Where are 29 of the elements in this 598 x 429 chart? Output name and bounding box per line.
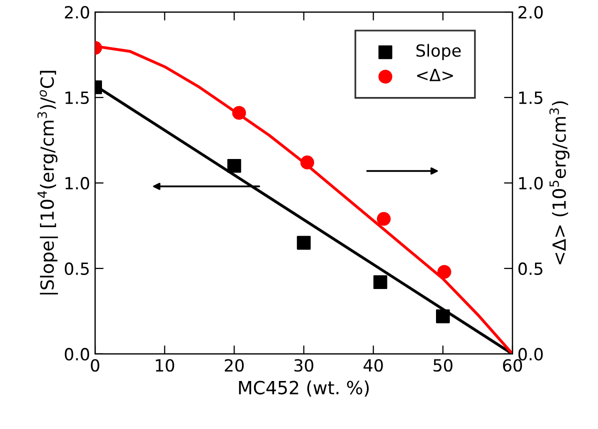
y-tick-label: 0.5 — [64, 262, 89, 276]
y2-tick-label: 2.0 — [518, 6, 543, 19]
point — [300, 156, 314, 170]
point — [436, 309, 450, 324]
y2-tick-label: 1.5 — [519, 92, 542, 104]
y-tick-label: 1.0 — [66, 176, 90, 190]
y-tick-label: 2.0 — [64, 6, 90, 19]
x-axis-title: MC452 (wt. %) — [239, 380, 369, 397]
y2-tick-label: 0.5 — [518, 262, 542, 276]
y-tick-label: 1.5 — [66, 92, 89, 104]
x-tick-label: 30 — [294, 359, 314, 372]
x-tick-label: 50 — [434, 359, 452, 372]
y-axis-title: |Slope| [10$^{4}$(erg/cm$^{3}$)/$^{o}$C] — [37, 70, 58, 294]
x-tick-label: 60 — [503, 359, 522, 372]
legend-label: <Δ> — [417, 68, 453, 82]
point — [227, 158, 242, 173]
point — [373, 275, 388, 290]
x-tick-label: 0 — [90, 359, 100, 372]
x-tick-label: 40 — [364, 359, 383, 372]
y-tick-label: 0.0 — [64, 348, 90, 360]
point — [296, 236, 311, 250]
point — [437, 264, 452, 279]
x-tick-label: 20 — [224, 359, 244, 372]
x-tick-label: 10 — [156, 359, 174, 372]
y2-tick-label: 0.0 — [518, 348, 543, 360]
legend-label: Slope — [416, 44, 461, 60]
y2-tick-label: 1.0 — [519, 176, 543, 190]
y2-axis-title: <Δ> (10$^{5}$erg/cm$^{3}$) — [549, 101, 570, 264]
point — [376, 212, 391, 226]
